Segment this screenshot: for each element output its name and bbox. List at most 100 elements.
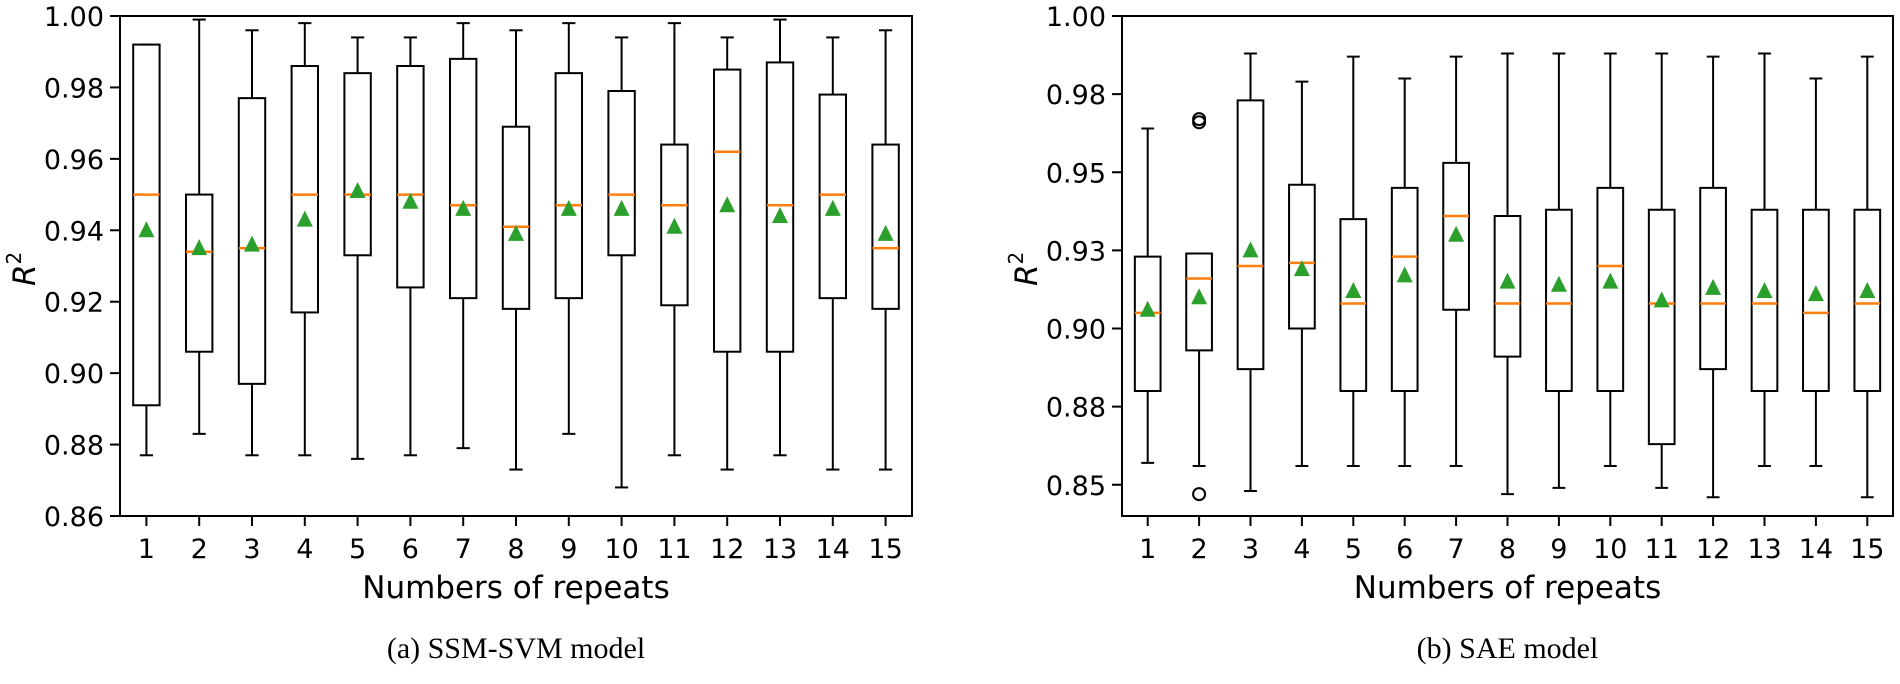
- mean-marker: [244, 235, 260, 252]
- x-tick-label: 12: [1696, 534, 1730, 565]
- x-tick-label: 14: [816, 534, 850, 565]
- box-7: [1442, 55, 1470, 467]
- box-body: [660, 143, 689, 307]
- mean-marker: [1293, 260, 1310, 277]
- x-tick-label: 6: [402, 534, 419, 565]
- box-2: [185, 18, 214, 435]
- mean-marker: [1139, 300, 1156, 317]
- box-body: [765, 61, 795, 353]
- mean-marker: [719, 196, 736, 213]
- box-body: [1596, 186, 1625, 392]
- box-9: [554, 22, 583, 435]
- box-body: [818, 93, 847, 300]
- box-3: [1236, 52, 1265, 492]
- box-8: [501, 29, 531, 471]
- box-body: [1802, 208, 1830, 392]
- y-tick-label: 0.85: [1046, 471, 1106, 502]
- mean-marker: [402, 192, 419, 209]
- mean-marker: [1242, 241, 1259, 258]
- mean-marker: [1191, 288, 1208, 305]
- box-body: [1133, 255, 1162, 392]
- box-body: [607, 90, 636, 257]
- y-axis-label-base: R: [1009, 264, 1045, 286]
- mean-marker: [1345, 282, 1362, 298]
- y-tick-label: 0.93: [1046, 236, 1106, 267]
- x-axis-label: Numbers of repeats: [1354, 570, 1661, 606]
- box-11: [660, 22, 689, 457]
- mean-marker: [508, 224, 524, 241]
- x-tick-label: 7: [1448, 534, 1465, 565]
- mean-marker: [560, 199, 577, 216]
- box-body: [1442, 161, 1470, 311]
- box-body: [501, 125, 531, 310]
- mean-marker: [1396, 266, 1413, 283]
- flier-point: [1192, 115, 1207, 130]
- x-tick-label: 9: [1550, 534, 1567, 565]
- panel-ssm-svm: 0.860.880.900.920.940.960.981.001 2 3 4 5 6 7 8…: [2, 2, 913, 665]
- box-body: [1699, 186, 1727, 371]
- box-7: [449, 22, 478, 450]
- box-body: [871, 143, 900, 310]
- mean-marker: [1807, 285, 1824, 302]
- x-tick-label: 7: [455, 534, 472, 565]
- box-15: [1853, 55, 1882, 499]
- mean-marker: [455, 199, 472, 216]
- box-3: [237, 29, 267, 457]
- y-tick-label: 0.98: [1046, 80, 1106, 111]
- flier-point: [1192, 487, 1207, 502]
- box-1: [1133, 127, 1162, 464]
- y-tick-label: 0.92: [44, 288, 104, 319]
- mean-marker: [1859, 282, 1876, 298]
- y-tick-label: 0.86: [44, 502, 104, 533]
- x-tick-label: 13: [763, 534, 797, 565]
- y-tick-label: 0.95: [1046, 158, 1106, 189]
- box-12: [713, 36, 742, 471]
- box-6: [396, 36, 425, 457]
- mean-marker: [349, 182, 366, 198]
- box-5: [343, 36, 372, 460]
- box-body: [237, 97, 267, 385]
- box-body: [1647, 208, 1676, 446]
- mean-marker: [1705, 278, 1722, 295]
- box-body: [1493, 215, 1522, 358]
- x-axis-label: Numbers of repeats: [362, 570, 669, 606]
- box-12: [1699, 55, 1727, 499]
- box-8: [1493, 52, 1522, 496]
- mean-marker: [613, 199, 630, 216]
- x-tick-label: 11: [657, 534, 691, 565]
- y-tick-label: 0.98: [44, 73, 104, 104]
- box-15: [871, 29, 900, 471]
- box-body: [132, 43, 161, 407]
- mean-marker: [1448, 225, 1465, 242]
- x-tick-label: 8: [1499, 534, 1516, 565]
- mean-marker: [296, 210, 313, 227]
- box-body: [290, 65, 320, 314]
- mean-marker: [191, 239, 208, 256]
- box-9: [1545, 52, 1573, 489]
- mean-marker: [824, 199, 841, 216]
- x-tick-label: 12: [710, 534, 744, 565]
- box-11: [1647, 52, 1676, 489]
- box-2: [1185, 112, 1213, 502]
- box-body: [449, 57, 478, 300]
- box-10: [607, 36, 636, 489]
- x-tick-label: 4: [296, 534, 313, 565]
- mean-marker: [877, 224, 894, 241]
- x-tick-label: 2: [1191, 534, 1208, 565]
- x-tick-label: 2: [191, 534, 208, 565]
- x-tick-label: 4: [1293, 534, 1310, 565]
- box-body: [343, 72, 372, 257]
- box-14: [1802, 77, 1830, 467]
- y-axis-label: R2: [2, 252, 43, 286]
- y-tick-label: 0.90: [44, 359, 104, 390]
- x-tick-label: 15: [868, 534, 902, 565]
- y-tick-label: 0.88: [1046, 393, 1106, 424]
- box-body: [185, 193, 214, 353]
- figure-caption: (a) SSM-SVM model: [387, 632, 645, 665]
- y-tick-label: 1.00: [44, 2, 104, 33]
- box-1: [132, 43, 161, 457]
- y-tick-label: 1.00: [1046, 2, 1106, 33]
- x-tick-label: 1: [138, 534, 155, 565]
- box-body: [1853, 208, 1882, 392]
